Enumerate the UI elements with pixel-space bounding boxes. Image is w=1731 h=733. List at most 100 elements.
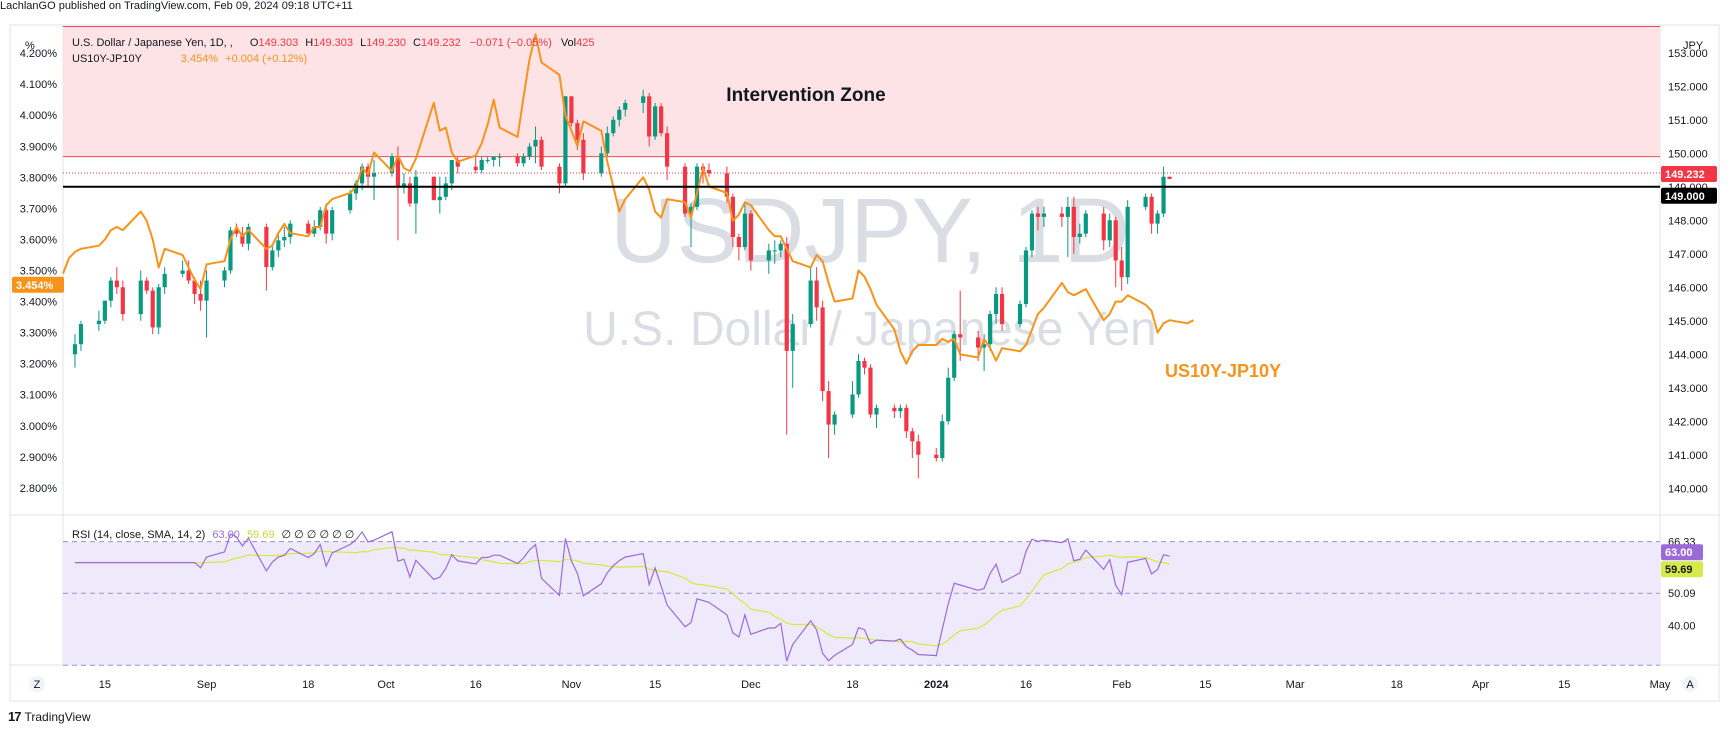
- left-current-badge-text: 3.454%: [16, 280, 54, 292]
- candle-body: [144, 280, 149, 291]
- candle-body: [748, 213, 753, 261]
- candle-body: [1161, 176, 1166, 214]
- right-tick-label: 152.000: [1668, 81, 1708, 93]
- candle-body: [706, 170, 712, 174]
- price-badge-text: 149.232: [1665, 169, 1705, 181]
- left-axis[interactable]: 4.200% 4.100% 4.000% 3.900% 3.800% 3.700% 3.60…: [20, 48, 58, 495]
- time-tick-label: Oct: [377, 679, 394, 691]
- candle-body: [330, 210, 335, 234]
- rsi-legend[interactable]: RSI (14, close, SMA, 14, 2) 63.00 59.69 …: [72, 529, 354, 541]
- candle-body: [353, 183, 359, 194]
- candle-body: [1101, 213, 1106, 241]
- candle-body: [665, 133, 670, 167]
- candle-body: [1155, 213, 1160, 224]
- time-tick-label: 18: [846, 679, 858, 691]
- candle-body: [324, 210, 329, 234]
- zoom-reset-label: Z: [34, 679, 41, 691]
- candle-body: [617, 109, 622, 120]
- candle-body: [856, 360, 861, 395]
- open-value: 149.303: [258, 37, 298, 49]
- left-tick-label: 4.000%: [20, 110, 58, 122]
- rsi-legend-extra: ∅ ∅ ∅ ∅ ∅ ∅: [282, 529, 355, 541]
- level-badge-text: 149.000: [1665, 191, 1705, 203]
- candle-body: [736, 237, 741, 248]
- left-tick-label: 4.200%: [20, 48, 58, 60]
- candle-body: [1065, 206, 1070, 217]
- candle-body: [766, 250, 771, 261]
- rsi-legend-name: RSI (14, close, SMA, 14, 2): [72, 529, 205, 541]
- candle-body: [820, 307, 825, 392]
- time-tick-label: May: [1650, 679, 1671, 691]
- left-tick-label: 3.200%: [20, 359, 58, 371]
- candle-body: [1143, 196, 1148, 207]
- candle-body: [1059, 213, 1064, 217]
- watermark-description: U.S. Dollar / Japanese Yen: [583, 303, 1157, 356]
- spread-legend-value: 3.454%: [181, 53, 219, 65]
- candle-body: [288, 223, 293, 237]
- candle-body: [904, 407, 909, 432]
- zoom-reset-button[interactable]: Z: [29, 676, 45, 692]
- candle-body: [186, 270, 191, 281]
- candle-body: [993, 293, 999, 315]
- right-tick-label: 153.000: [1668, 48, 1708, 60]
- candle-body: [204, 280, 209, 301]
- low-value: 149.230: [366, 37, 406, 49]
- time-tick-label: Nov: [562, 679, 582, 691]
- candle-body: [437, 196, 442, 201]
- time-tick-label: Apr: [1472, 679, 1489, 691]
- candle-body: [539, 139, 544, 167]
- open-label: O: [250, 37, 259, 49]
- candle-body: [497, 156, 502, 158]
- price-badge: 149.232: [1661, 165, 1717, 182]
- time-tick-label: 15: [649, 679, 661, 691]
- spread-series: [62, 33, 1194, 365]
- candle-body: [982, 344, 987, 348]
- candle-body: [234, 230, 239, 234]
- left-scale-unit[interactable]: %: [25, 40, 35, 52]
- spread-legend-name: US10Y-JP10Y: [72, 53, 143, 65]
- candle-body: [485, 159, 490, 161]
- right-tick-label: 150.000: [1668, 148, 1708, 160]
- candle-body: [946, 377, 951, 422]
- rsi-badge: 63.00: [1661, 544, 1703, 561]
- time-axis[interactable]: 15 Sep 18 Oct 16 Nov 15 Dec 18 2024 16 Feb 15 Mar 18 Ap…: [99, 679, 1671, 691]
- candle-body: [473, 166, 478, 170]
- left-tick-label: 3.100%: [20, 390, 58, 402]
- candle-body: [1071, 206, 1076, 237]
- candle-body: [455, 159, 460, 167]
- candle-body: [563, 96, 568, 184]
- candle-body: [264, 226, 269, 268]
- candle-body: [449, 159, 454, 184]
- candle-body: [659, 106, 664, 134]
- left-tick-label: 3.000%: [20, 421, 58, 433]
- candle-body: [348, 193, 353, 211]
- auto-scale-button[interactable]: A: [1682, 676, 1698, 692]
- candle-body: [988, 314, 993, 345]
- spread-legend[interactable]: US10Y-JP10Y 3.454% +0.004 (+0.12%): [72, 53, 307, 65]
- right-tick-label: 151.000: [1668, 115, 1708, 127]
- tradingview-logo[interactable]: 17 TradingView: [8, 709, 91, 724]
- candle-body: [198, 293, 203, 301]
- time-tick-label: 2024: [924, 679, 949, 691]
- candle-body: [724, 173, 730, 197]
- candle-body: [778, 243, 783, 251]
- candle-body: [790, 324, 795, 351]
- left-tick-label: 3.800%: [20, 172, 58, 184]
- candle-body: [653, 106, 658, 137]
- candle-body: [682, 166, 688, 214]
- candle-body: [976, 337, 981, 348]
- rsi-sma-badge: 59.69: [1661, 561, 1703, 578]
- candle-body: [1041, 213, 1047, 217]
- candle-body: [934, 454, 939, 459]
- candle-body: [688, 206, 694, 214]
- right-scale-unit[interactable]: JPY: [1683, 40, 1704, 52]
- candle-body: [102, 300, 107, 321]
- published-caption: LachlanGO published on TradingView.com, …: [0, 0, 353, 12]
- rsi-sma-line: [75, 546, 1170, 647]
- candlestick-series: [72, 89, 1172, 479]
- candle-body: [1119, 260, 1124, 278]
- symbol-legend[interactable]: U.S. Dollar / Japanese Yen, 1D, , O149.3…: [72, 37, 594, 49]
- candle-body: [282, 237, 287, 241]
